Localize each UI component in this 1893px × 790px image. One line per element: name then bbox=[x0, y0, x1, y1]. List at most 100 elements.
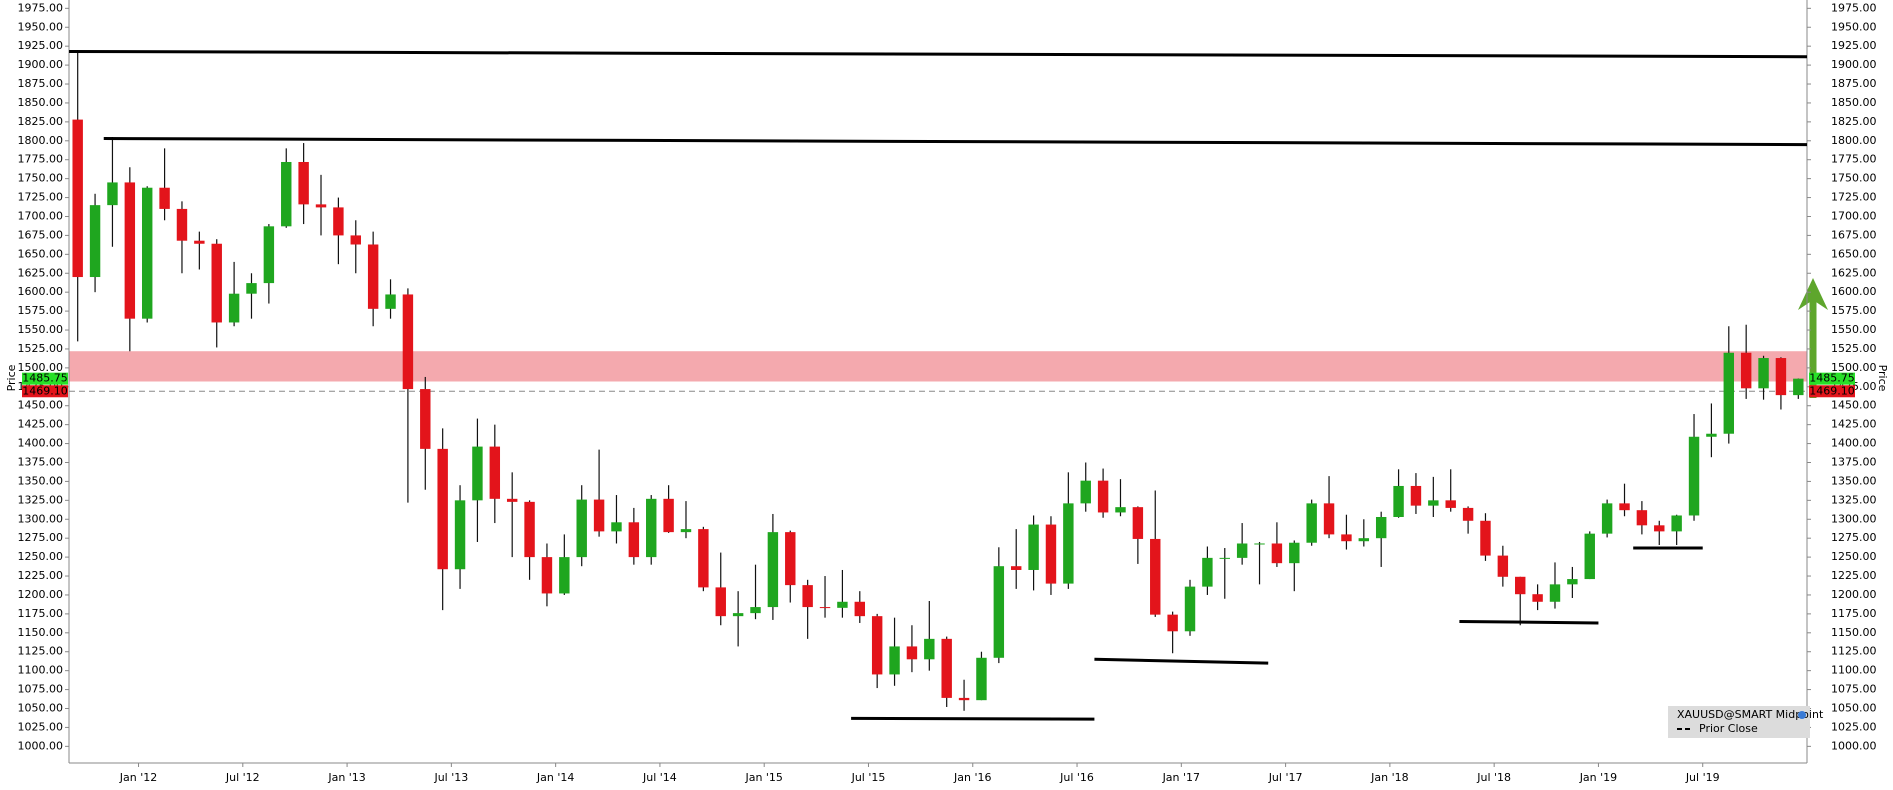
trend-line bbox=[1459, 619, 1599, 625]
y-tick-label: 1275.00 bbox=[18, 531, 64, 544]
candle-body bbox=[1045, 524, 1057, 584]
y-tick-label: 1300.00 bbox=[18, 512, 64, 525]
y-tick-label: 1950.00 bbox=[18, 20, 64, 33]
candle-body bbox=[871, 616, 883, 675]
candle-body bbox=[298, 161, 309, 205]
y-tick-label: 1350.00 bbox=[1831, 474, 1877, 487]
candle-body bbox=[89, 205, 101, 278]
x-tick-label: Jan '16 bbox=[953, 771, 991, 784]
candle-body bbox=[1671, 515, 1682, 532]
candle-body bbox=[1497, 555, 1509, 577]
y-tick-label: 1700.00 bbox=[18, 209, 64, 222]
candle-body bbox=[715, 587, 726, 617]
candle-body bbox=[472, 446, 483, 501]
x-tick-label: Jan '14 bbox=[536, 771, 574, 784]
y-axis-label: Price bbox=[1876, 365, 1889, 392]
candle-body bbox=[1202, 557, 1213, 587]
candle-body bbox=[993, 566, 1005, 658]
y-tick-label: 1975.00 bbox=[1831, 1, 1877, 14]
y-tick-label: 1625.00 bbox=[1831, 266, 1877, 279]
trend-line bbox=[68, 49, 1808, 59]
trend-line bbox=[1094, 657, 1269, 665]
candle-body bbox=[1567, 579, 1578, 585]
candle-body bbox=[663, 498, 674, 533]
candle-body bbox=[767, 532, 779, 608]
y-tick-label: 1750.00 bbox=[18, 172, 64, 185]
y-tick-label: 1400.00 bbox=[1831, 437, 1877, 450]
y-tick-label: 1825.00 bbox=[1831, 115, 1877, 128]
price-tag bbox=[22, 372, 68, 385]
candle-body bbox=[611, 522, 622, 532]
candle-body bbox=[958, 697, 970, 701]
y-tick-label: 1175.00 bbox=[1831, 607, 1877, 620]
legend-box bbox=[1668, 706, 1810, 738]
y-tick-label: 1100.00 bbox=[1831, 664, 1877, 677]
x-tick-label: Jul '15 bbox=[851, 771, 886, 784]
y-tick-label: 1050.00 bbox=[1831, 702, 1877, 715]
legend-title: XAUUSD@SMART Midpoint bbox=[1677, 708, 1824, 721]
candle-body bbox=[854, 601, 866, 617]
candle-body bbox=[315, 204, 327, 208]
y-tick-label: 1575.00 bbox=[1831, 304, 1877, 317]
candle-body bbox=[263, 226, 275, 284]
candle-body bbox=[1654, 525, 1665, 532]
y-tick-label: 1325.00 bbox=[18, 493, 64, 506]
candle-body bbox=[1341, 534, 1352, 542]
candle-body bbox=[1080, 480, 1091, 504]
y-tick-label: 1575.00 bbox=[18, 304, 64, 317]
y-tick-label: 1875.00 bbox=[18, 77, 64, 90]
candle-body bbox=[941, 638, 952, 698]
y-tick-label: 1675.00 bbox=[18, 228, 64, 241]
x-tick-label: Jul '13 bbox=[433, 771, 468, 784]
y-tick-label: 1800.00 bbox=[18, 134, 64, 147]
candle-body bbox=[1358, 538, 1370, 542]
y-tick-label: 1925.00 bbox=[1831, 39, 1877, 52]
candle-body bbox=[124, 182, 136, 319]
y-tick-label: 1600.00 bbox=[18, 285, 64, 298]
candle-body bbox=[1289, 542, 1300, 564]
y-tick-label: 1900.00 bbox=[1831, 58, 1877, 71]
y-tick-label: 1825.00 bbox=[18, 115, 64, 128]
candle-body bbox=[1150, 538, 1161, 615]
y-tick-label: 1550.00 bbox=[1831, 323, 1877, 336]
candle-body bbox=[1793, 378, 1804, 396]
x-tick-label: Jan '18 bbox=[1370, 771, 1408, 784]
candle-body bbox=[1480, 520, 1491, 556]
y-tick-label: 1300.00 bbox=[1831, 512, 1877, 525]
y-tick-label: 1750.00 bbox=[1831, 172, 1877, 185]
price-tag-label: 1469.10 bbox=[22, 384, 68, 397]
candle-body bbox=[541, 557, 553, 594]
price-tag-label: 1485.75 bbox=[22, 372, 68, 385]
x-tick-label: Jul '16 bbox=[1059, 771, 1094, 784]
candle-body bbox=[159, 187, 170, 209]
y-tick-label: 1975.00 bbox=[18, 1, 64, 14]
y-tick-label: 1375.00 bbox=[1831, 455, 1877, 468]
x-tick-label: Jul '12 bbox=[225, 771, 260, 784]
y-tick-label: 1275.00 bbox=[1831, 531, 1877, 544]
candle-body bbox=[924, 638, 935, 660]
y-tick-label: 1450.00 bbox=[18, 399, 64, 412]
y-tick-label: 1775.00 bbox=[18, 153, 64, 166]
legend-icon bbox=[1798, 711, 1806, 719]
y-tick-label: 1525.00 bbox=[1831, 342, 1877, 355]
candle-body bbox=[1010, 566, 1022, 570]
price-tag bbox=[1809, 385, 1855, 398]
y-tick-label: 1700.00 bbox=[1831, 209, 1877, 222]
candle-body bbox=[680, 529, 692, 533]
candle-body bbox=[107, 182, 118, 206]
y-tick-label: 1025.00 bbox=[1831, 720, 1877, 733]
y-tick-label: 1200.00 bbox=[18, 588, 64, 601]
y-tick-label: 1050.00 bbox=[18, 702, 64, 715]
price-tag-label: 1485.75 bbox=[1809, 372, 1855, 385]
candle-body bbox=[367, 244, 379, 309]
x-tick-label: Jul '19 bbox=[1685, 771, 1720, 784]
candle-body bbox=[176, 208, 188, 241]
candle-body bbox=[1584, 533, 1595, 580]
candle-body bbox=[1428, 500, 1439, 506]
candle-body bbox=[1167, 614, 1178, 632]
candle-body bbox=[1549, 584, 1561, 602]
y-tick-label: 1000.00 bbox=[1831, 739, 1877, 752]
candle-body bbox=[750, 607, 761, 614]
candle-body bbox=[489, 446, 501, 499]
candle-body bbox=[1775, 358, 1787, 396]
